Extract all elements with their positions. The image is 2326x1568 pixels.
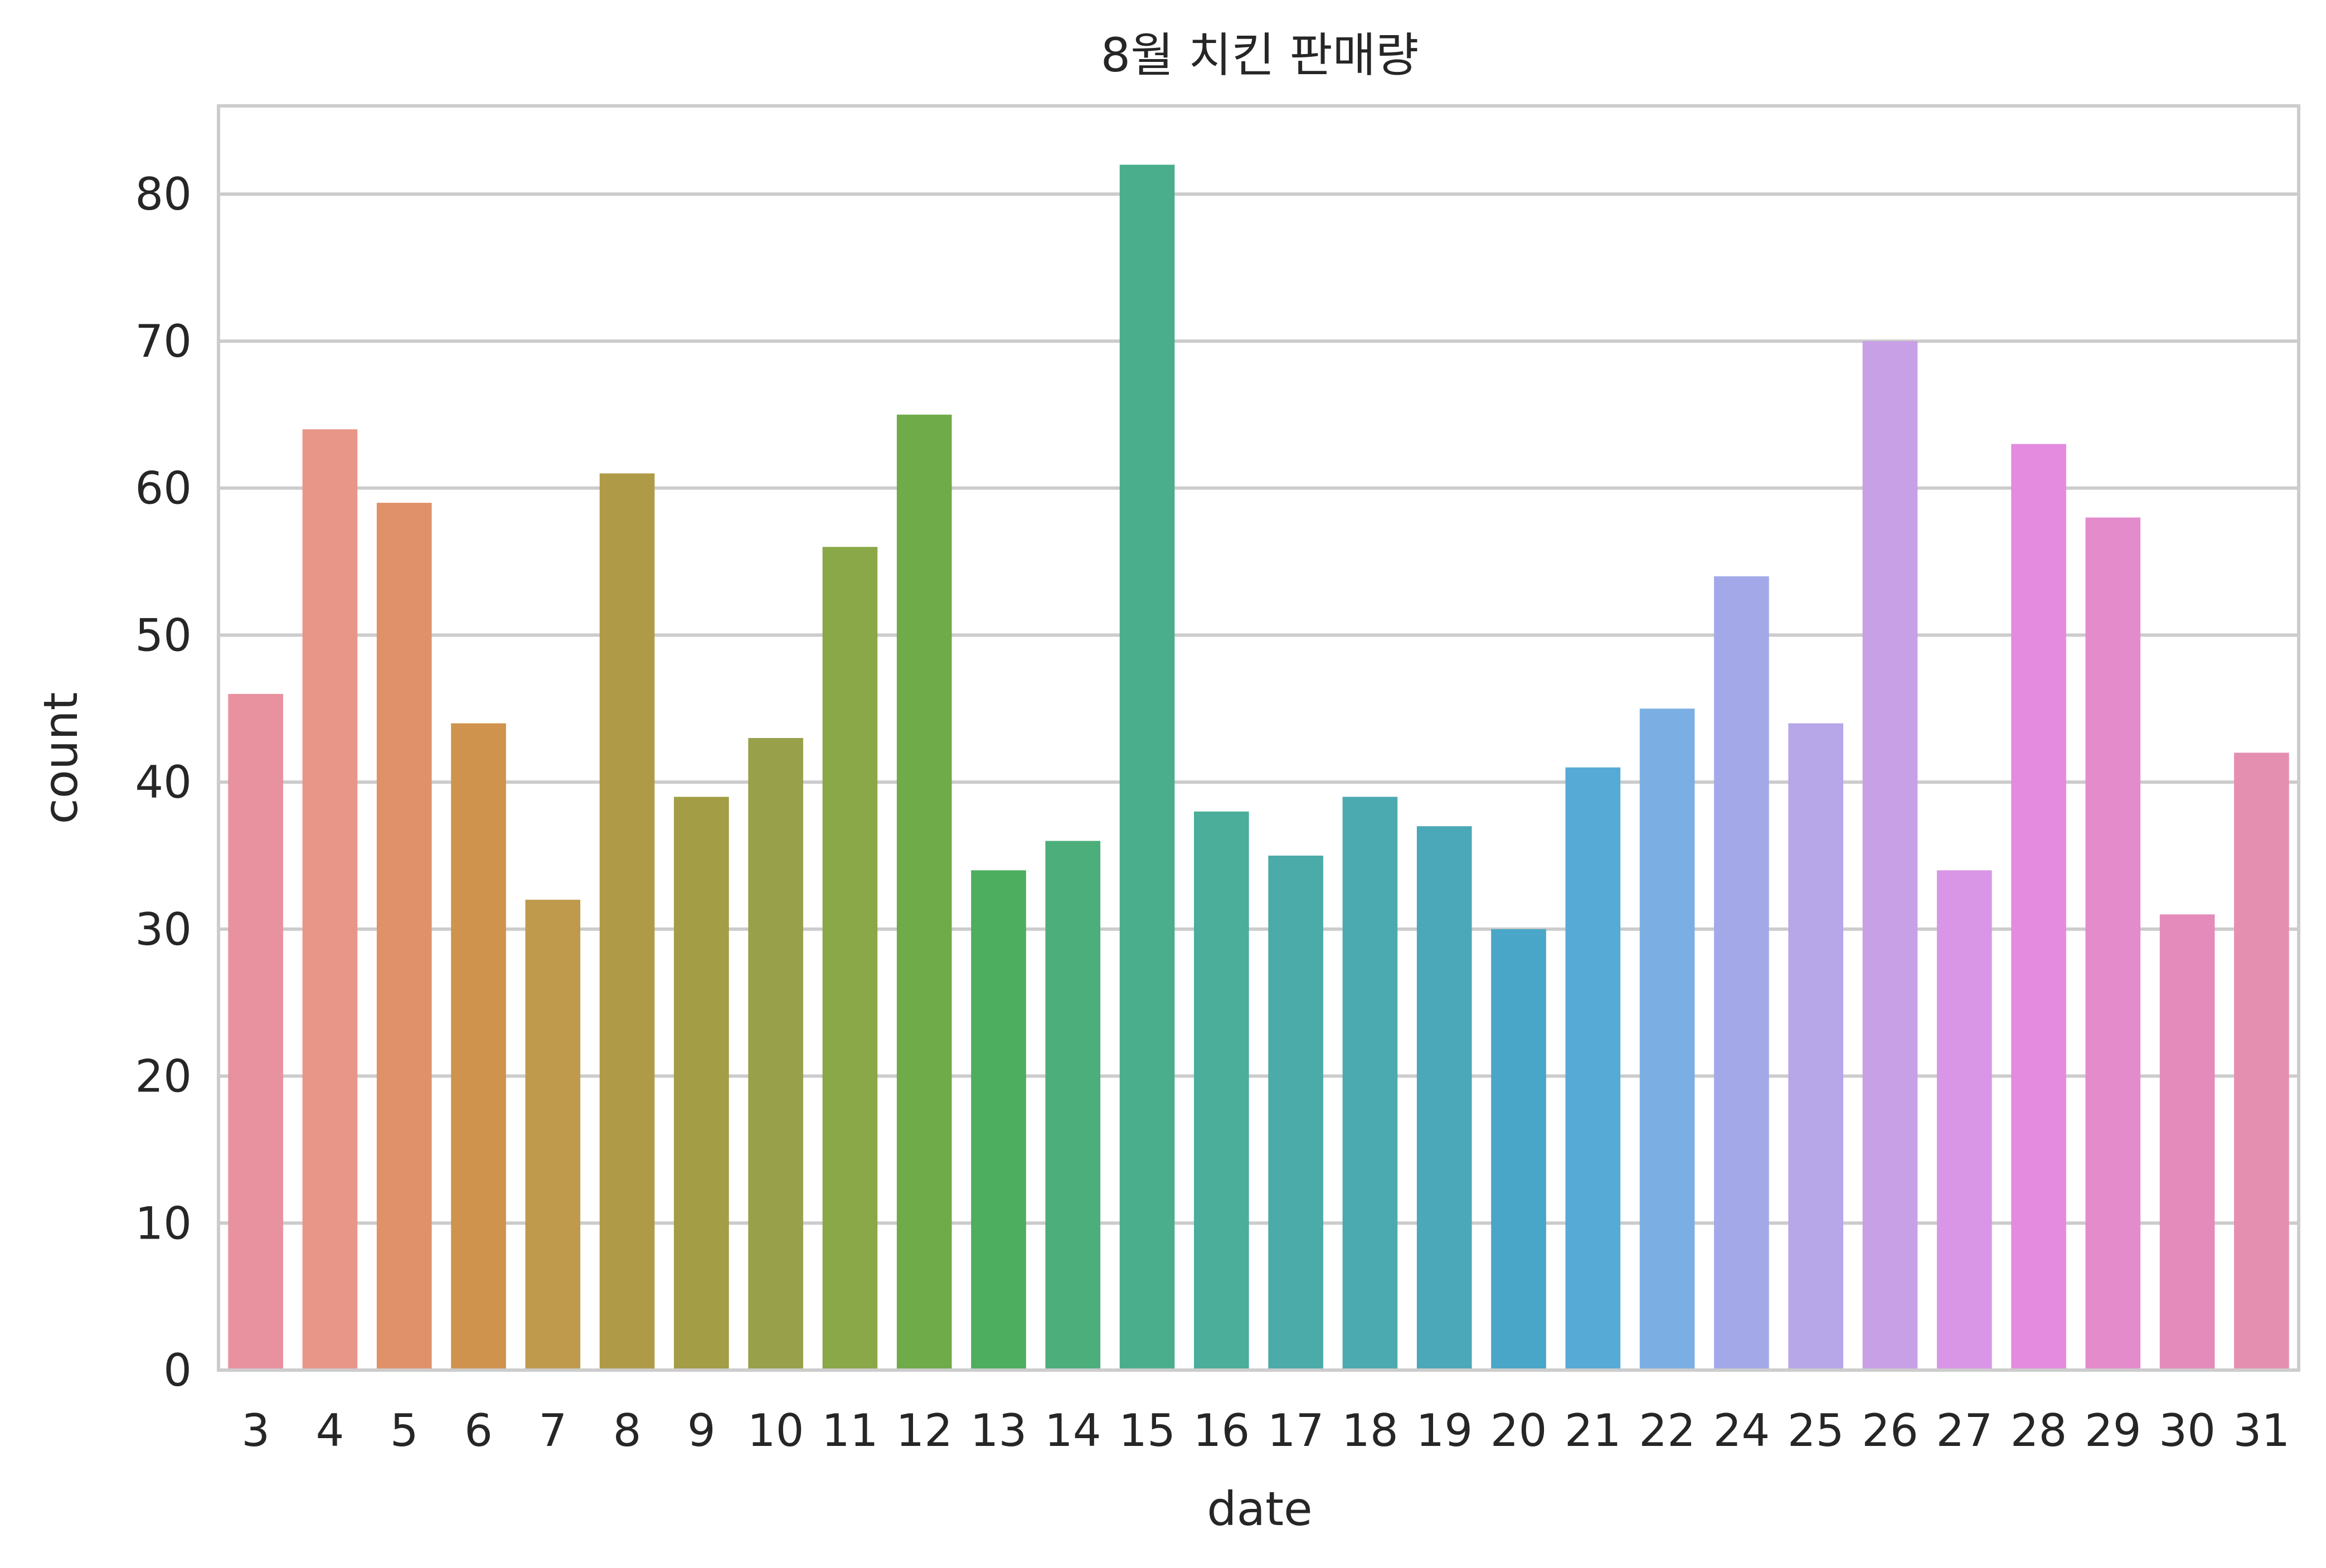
y-tick-label: 10: [135, 1197, 192, 1249]
x-tick-label: 14: [1045, 1405, 1101, 1457]
y-tick-label: 0: [163, 1344, 192, 1396]
bar-3: [228, 693, 283, 1370]
x-axis-label: date: [1207, 1482, 1312, 1536]
bar-20: [1491, 929, 1546, 1370]
x-tick-label: 9: [687, 1405, 716, 1457]
x-tick-label: 15: [1119, 1405, 1176, 1457]
y-tick-label: 50: [135, 609, 192, 661]
bar-31: [2234, 753, 2289, 1370]
y-axis-label: count: [33, 692, 88, 824]
x-tick-label: 18: [1342, 1405, 1398, 1457]
x-tick-label: 11: [822, 1405, 878, 1457]
x-tick-label: 3: [241, 1405, 270, 1457]
x-tick-labels: 3 4 5 6 7 8 9 10 11 12 13 14 15 16 17 18 19 20 21 22 24 25 26 2…: [241, 1405, 2290, 1457]
y-tick-label: 30: [135, 904, 192, 955]
x-tick-label: 10: [747, 1405, 804, 1457]
bar-26: [1862, 341, 1918, 1370]
bars: [228, 164, 2289, 1371]
bar-19: [1416, 826, 1472, 1370]
bar-11: [822, 547, 878, 1370]
x-tick-label: 31: [2233, 1405, 2290, 1457]
bar-18: [1342, 797, 1398, 1370]
y-tick-labels: 0 10 20 30 40 50 60 70 80: [135, 168, 192, 1396]
x-tick-label: 4: [315, 1405, 344, 1457]
chart-title: 8월 치킨 판매량: [1101, 28, 1419, 82]
bar-24: [1714, 576, 1769, 1370]
bar-28: [2011, 444, 2066, 1371]
y-tick-label: 20: [135, 1051, 192, 1103]
x-tick-label: 19: [1416, 1405, 1473, 1457]
plot-frame: [217, 104, 2300, 1372]
x-tick-label: 20: [1490, 1405, 1547, 1457]
x-tick-label: 13: [970, 1405, 1027, 1457]
x-tick-label: 30: [2159, 1405, 2216, 1457]
x-tick-label: 6: [464, 1405, 493, 1457]
y-tick-label: 60: [135, 463, 192, 514]
bar-30: [2159, 914, 2215, 1370]
bar-25: [1788, 723, 1843, 1370]
x-tick-label: 27: [1936, 1405, 1993, 1457]
bar-22: [1639, 708, 1695, 1370]
x-tick-label: 29: [2085, 1405, 2142, 1457]
x-tick-label: 8: [613, 1405, 642, 1457]
x-tick-label: 7: [538, 1405, 567, 1457]
bar-29: [2085, 517, 2141, 1370]
bar-10: [748, 738, 803, 1370]
x-tick-label: 26: [1862, 1405, 1919, 1457]
bar-7: [525, 900, 581, 1370]
bar-15: [1119, 164, 1175, 1371]
bar-13: [971, 870, 1026, 1370]
x-tick-label: 24: [1713, 1405, 1770, 1457]
x-tick-label: 28: [2011, 1405, 2067, 1457]
x-tick-label: 12: [896, 1405, 953, 1457]
bar-9: [674, 797, 729, 1370]
y-tick-label: 80: [135, 168, 192, 220]
bar-14: [1045, 841, 1101, 1370]
bar-5: [376, 503, 432, 1370]
bar-21: [1565, 767, 1621, 1370]
y-tick-label: 40: [135, 756, 192, 808]
x-tick-label: 25: [1788, 1405, 1844, 1457]
bar-8: [599, 473, 655, 1371]
x-tick-label: 5: [390, 1405, 419, 1457]
x-tick-label: 22: [1639, 1405, 1696, 1457]
bar-27: [1936, 870, 1992, 1370]
x-tick-label: 16: [1193, 1405, 1250, 1457]
x-tick-label: 21: [1565, 1405, 1621, 1457]
bar-16: [1194, 811, 1249, 1370]
x-tick-label: 17: [1268, 1405, 1324, 1457]
bar-12: [896, 414, 952, 1370]
y-tick-label: 70: [135, 315, 192, 367]
bar-6: [451, 723, 506, 1370]
bar-17: [1268, 855, 1323, 1370]
bar-4: [302, 429, 358, 1370]
